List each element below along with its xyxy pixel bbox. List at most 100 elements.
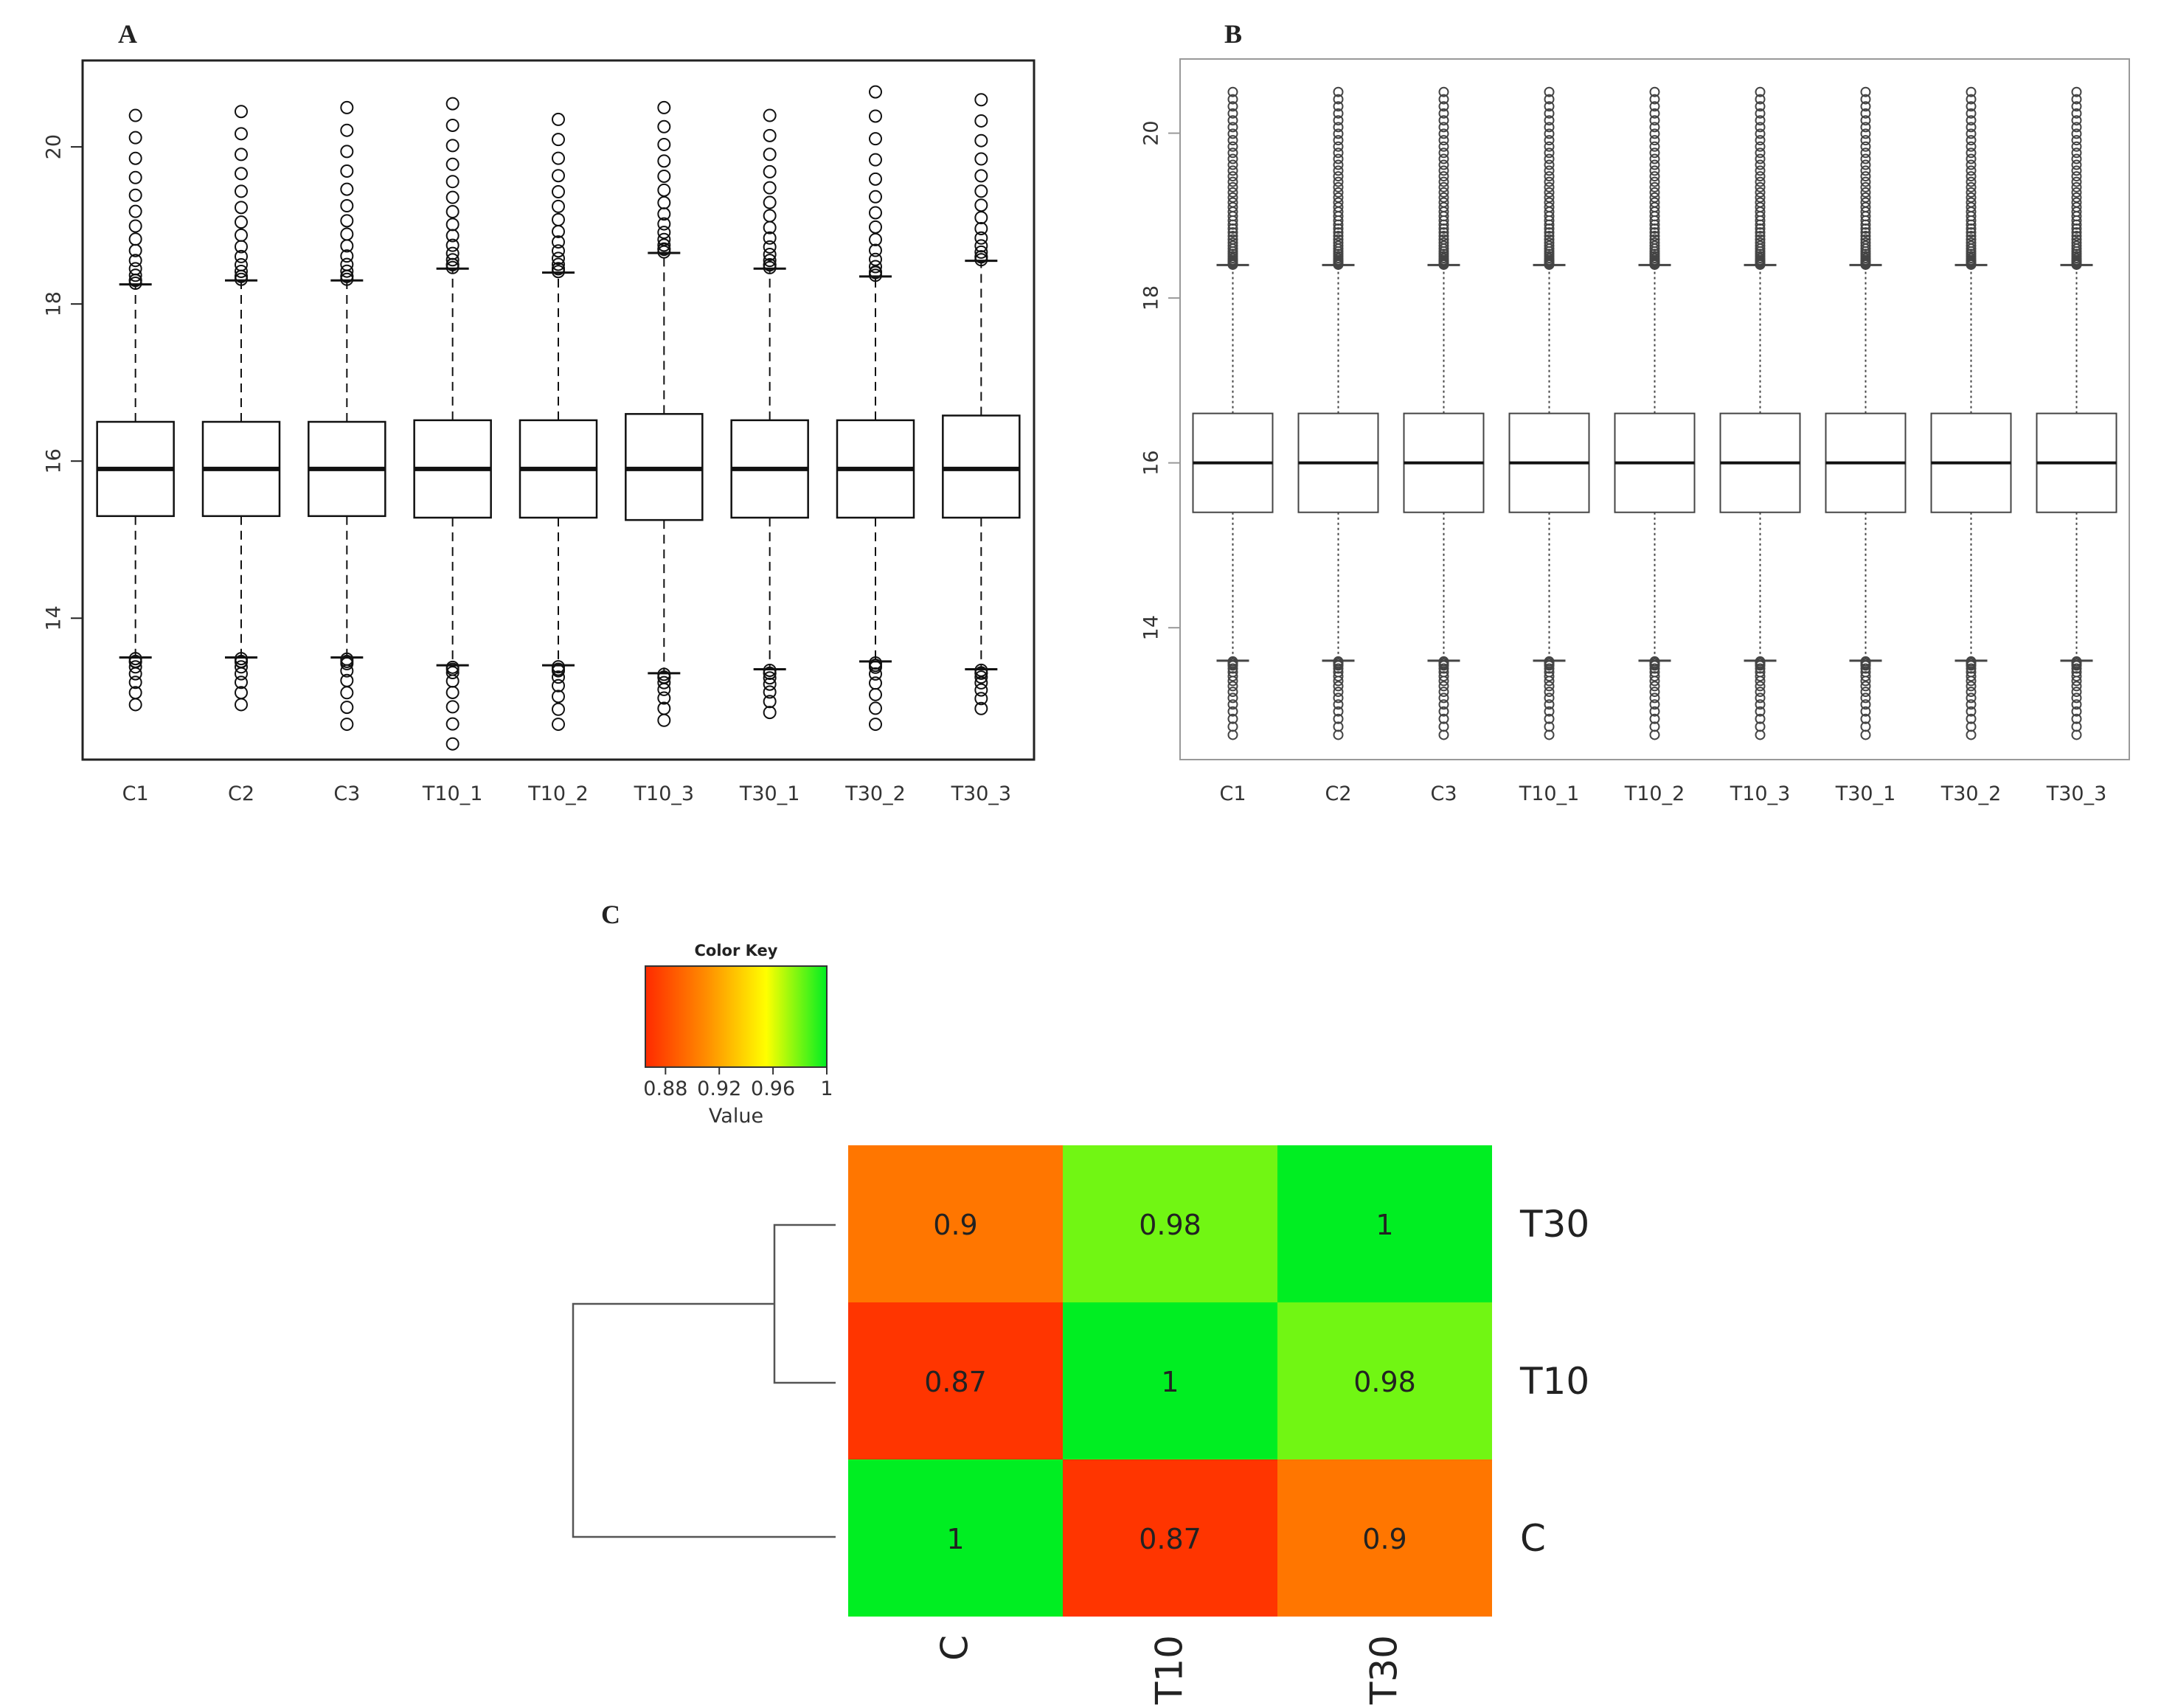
- outlier-point: [1649, 681, 1660, 692]
- outlier-point: [552, 212, 565, 226]
- outlier-point: [1544, 176, 1555, 187]
- outlier-point: [1227, 699, 1238, 710]
- outlier-point: [1755, 181, 1766, 192]
- heatmap-cell: [1063, 1145, 1277, 1302]
- outlier-point: [1649, 101, 1660, 112]
- outlier-point: [1333, 141, 1344, 152]
- heatmap-col-label: C: [934, 1635, 977, 1661]
- color-key-gradient-bar: [645, 965, 828, 1068]
- outlier-point: [1966, 231, 1977, 242]
- outlier-point: [1544, 660, 1555, 671]
- outlier-point: [1755, 165, 1766, 176]
- outlier-point: [1544, 122, 1555, 133]
- x-tick-label: T30_3: [951, 782, 1012, 805]
- outlier-point: [1860, 713, 1871, 724]
- outlier-point: [974, 221, 988, 235]
- outlier-point: [763, 685, 777, 699]
- outlier-point: [657, 119, 671, 133]
- outlier-point: [1966, 153, 1977, 164]
- outlier-point: [1438, 94, 1449, 105]
- outlier-point: [869, 656, 882, 670]
- outlier-point: [340, 264, 354, 278]
- outlier-point: [340, 145, 354, 159]
- heatmap-cell-value: 1: [1376, 1209, 1393, 1241]
- heatmap-cell-value: 0.98: [1353, 1366, 1416, 1398]
- outlier-point: [2071, 128, 2082, 139]
- outlier-point: [1333, 197, 1344, 208]
- outlier-point: [974, 152, 988, 166]
- heatmap-row-labels: T30 T10 C: [1519, 1203, 1589, 1560]
- outlier-point: [1227, 159, 1238, 170]
- y-tick-label: 16: [1140, 450, 1163, 475]
- outlier-point: [1860, 201, 1871, 212]
- outlier-point: [1544, 223, 1555, 234]
- outlier-point: [763, 695, 777, 709]
- outlier-point: [974, 250, 988, 264]
- outlier-point: [1438, 128, 1449, 139]
- outlier-point: [1860, 240, 1871, 251]
- outlier-point: [1438, 687, 1449, 698]
- x-tick-label: C1: [122, 782, 149, 805]
- outlier-point: [1755, 660, 1766, 671]
- outlier-point: [1966, 227, 1977, 238]
- outlier-point: [1860, 86, 1871, 97]
- heatmap-cell: [848, 1302, 1063, 1459]
- outlier-point: [657, 238, 671, 252]
- outlier-point: [235, 676, 248, 690]
- x-tick-label: T10_2: [527, 782, 589, 805]
- outlier-point: [1860, 692, 1871, 704]
- outlier-point: [1649, 676, 1660, 687]
- outlier-point: [2071, 234, 2082, 245]
- outlier-point: [340, 272, 354, 286]
- outlier-point: [128, 676, 142, 690]
- outlier-point: [974, 184, 988, 198]
- outlier-point: [1649, 159, 1660, 170]
- outlier-point: [1333, 159, 1344, 170]
- outlier-point: [1227, 101, 1238, 112]
- outlier-point: [1966, 240, 1977, 251]
- heatmap-cell-value: 1: [1161, 1366, 1179, 1398]
- outlier-point: [1649, 729, 1660, 740]
- x-tick-label: T30_1: [1835, 782, 1896, 805]
- outlier-point: [1755, 108, 1766, 119]
- outlier-point: [1227, 171, 1238, 182]
- heatmap-cell-value: 0.9: [933, 1209, 977, 1241]
- y-tick-label: 16: [43, 448, 66, 473]
- outlier-point: [552, 184, 565, 198]
- outlier-point: [1860, 729, 1871, 740]
- outlier-point: [974, 683, 988, 697]
- outlier-point: [1438, 237, 1449, 249]
- outlier-point: [340, 249, 354, 263]
- outlier-point: [1333, 101, 1344, 112]
- heatmap-cell: [1063, 1459, 1277, 1617]
- outlier-point: [1966, 713, 1977, 724]
- outlier-point: [1755, 663, 1766, 674]
- outlier-point: [1755, 153, 1766, 164]
- outlier-point: [1755, 227, 1766, 238]
- outlier-point: [2071, 227, 2082, 238]
- outlier-point: [1860, 176, 1871, 187]
- outlier-point: [1755, 122, 1766, 133]
- outlier-point: [2071, 101, 2082, 112]
- outlier-point: [1755, 197, 1766, 208]
- outlier-point: [552, 718, 565, 732]
- outlier-point: [763, 671, 777, 685]
- outlier-point: [445, 253, 459, 267]
- outlier-point: [974, 198, 988, 212]
- x-tick-label: T10_3: [1730, 782, 1791, 805]
- outlier-point: [1438, 153, 1449, 164]
- outlier-point: [1227, 729, 1238, 740]
- outlier-point: [869, 172, 882, 186]
- outlier-point: [1227, 234, 1238, 245]
- outlier-point: [1860, 663, 1871, 674]
- outlier-point: [2071, 181, 2082, 192]
- outlier-point: [1438, 159, 1449, 170]
- outlier-point: [1755, 671, 1766, 682]
- outlier-point: [340, 100, 354, 114]
- outlier-point: [235, 127, 248, 141]
- heatmap-cell: [1277, 1145, 1492, 1302]
- outlier-point: [2071, 687, 2082, 698]
- outlier-point: [974, 692, 988, 706]
- outlier-point: [763, 108, 777, 122]
- outlier-point: [1966, 101, 1977, 112]
